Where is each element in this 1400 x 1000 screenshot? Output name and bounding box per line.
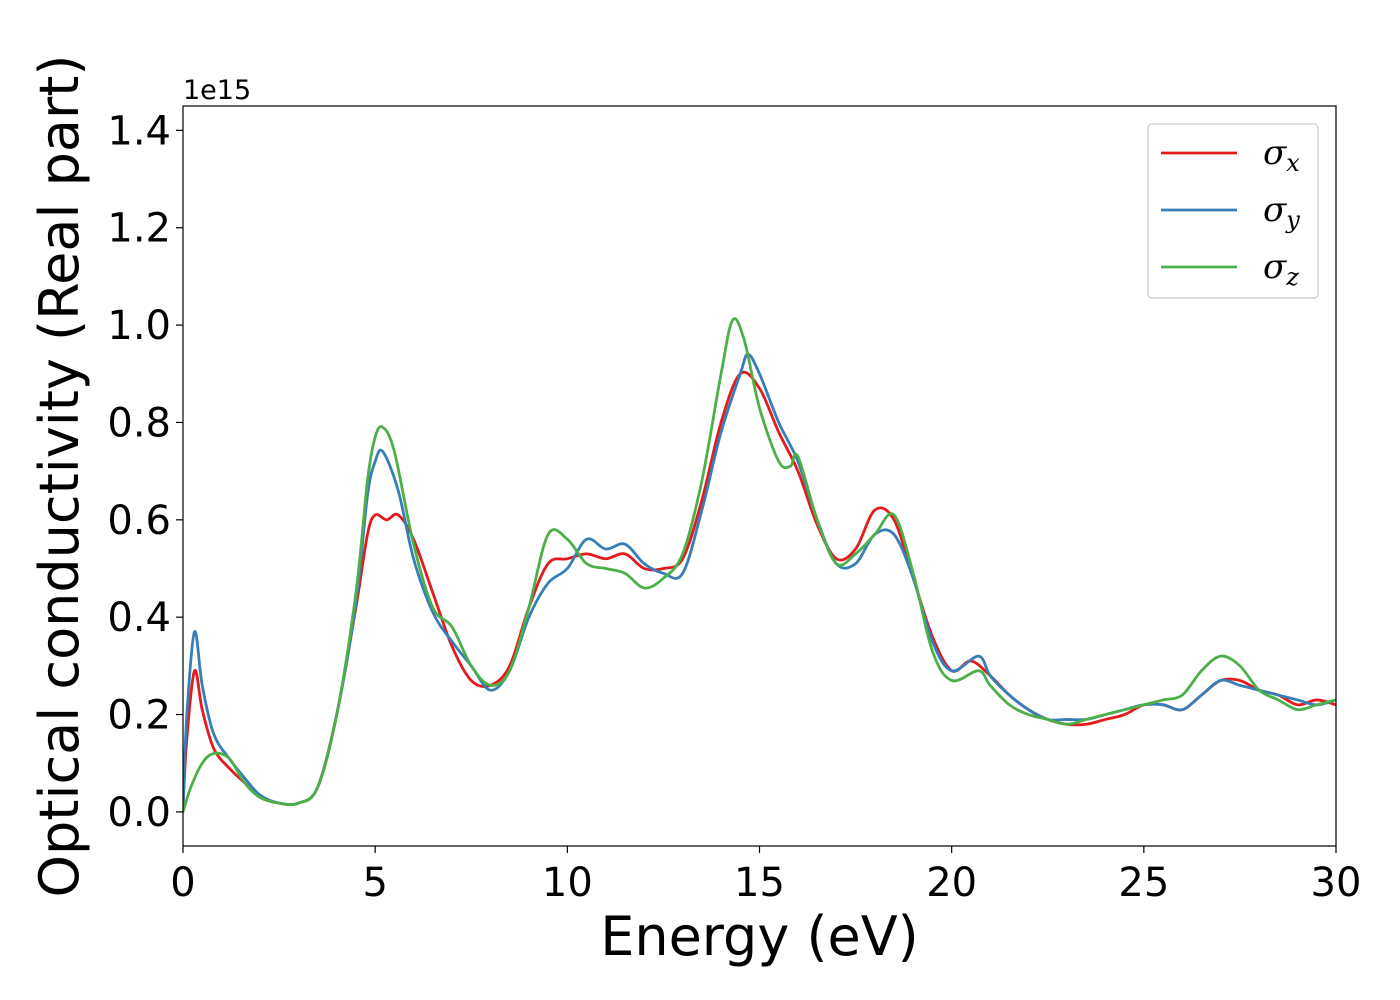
x-tick-label: 20 (926, 860, 977, 906)
x-tick-label: 10 (542, 860, 593, 906)
y-tick-label: 1.4 (107, 108, 171, 154)
legend-label-y: σy (1263, 190, 1300, 234)
x-tick-label: 25 (1118, 860, 1169, 906)
x-axis-ticks: 0 5 10 15 20 25 30 (170, 846, 1361, 906)
y-tick-label: 0.2 (107, 693, 171, 739)
x-axis-label: Energy (eV) (600, 905, 919, 968)
y-tick-label: 1.0 (107, 303, 171, 349)
legend-label-z: σz (1263, 247, 1299, 291)
y-axis-ticks: 0.0 0.2 0.4 0.6 0.8 1.0 1.2 1.4 (107, 108, 183, 836)
x-tick-label: 15 (734, 860, 785, 906)
y-tick-label: 0.4 (107, 595, 171, 641)
y-tick-label: 0.0 (107, 790, 171, 836)
legend-entries: σx σy σz (1161, 133, 1300, 291)
y-axis-label: Optical conductivity (Real part) (28, 55, 91, 898)
x-tick-label: 30 (1311, 860, 1362, 906)
legend: σx σy σz (1147, 123, 1319, 299)
y-tick-label: 1.2 (107, 206, 171, 252)
plot-area (183, 106, 1336, 846)
y-offset-label: 1e15 (183, 75, 251, 106)
series-line-z (183, 317, 1336, 814)
x-tick-label: 5 (362, 860, 387, 906)
legend-label-x: σx (1263, 133, 1300, 177)
y-tick-label: 0.8 (107, 400, 171, 446)
series-layer (183, 317, 1336, 814)
y-tick-label: 0.6 (107, 498, 171, 544)
x-tick-label: 0 (170, 860, 195, 906)
